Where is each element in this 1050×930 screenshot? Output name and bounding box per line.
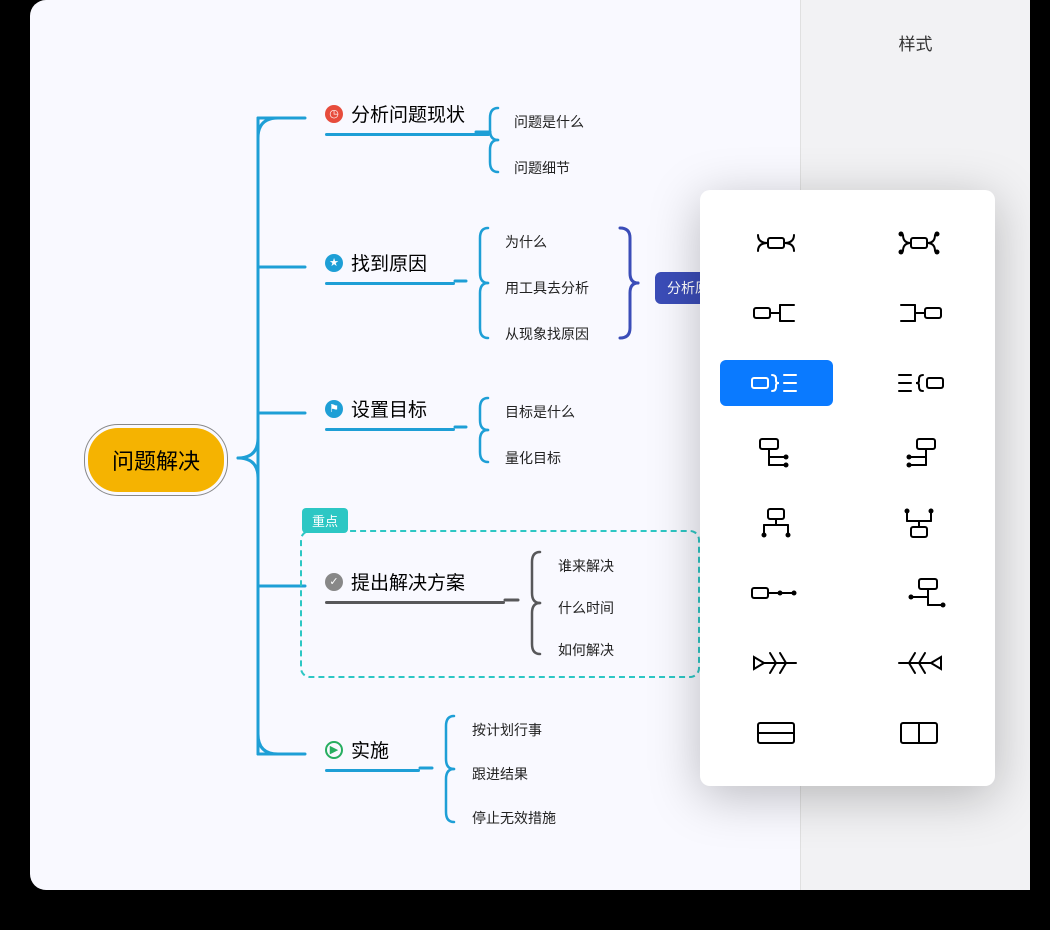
branch-underline xyxy=(325,769,420,772)
leaf-node[interactable]: 从现象找原因 xyxy=(505,324,589,344)
structure-option-tree-down-right[interactable] xyxy=(863,430,976,476)
branch-b1[interactable]: ◷ 分析问题现状 xyxy=(325,100,490,136)
star-icon: ★ xyxy=(325,254,343,272)
structure-option-tree-down-left[interactable] xyxy=(720,430,833,476)
main-canvas: 样式 问题解决 ◷分析问题现状问题是什么问题细节★找到原因为什么用工具去分析从现… xyxy=(30,0,1020,890)
leaf-node[interactable]: 停止无效措施 xyxy=(472,808,556,828)
play-icon: ▶ xyxy=(325,741,343,759)
structure-option-logic-right-lines[interactable] xyxy=(720,290,833,336)
branch-label: 实施 xyxy=(351,736,389,763)
structure-option-logic-right-brace[interactable] xyxy=(720,360,833,406)
leaf-node[interactable]: 量化目标 xyxy=(505,448,561,468)
side-panel-title: 样式 xyxy=(801,0,1030,75)
branch-label: 分析问题现状 xyxy=(351,100,465,127)
flag-icon: ⚑ xyxy=(325,400,343,418)
branch-title[interactable]: ▶ 实施 xyxy=(325,736,420,769)
leaf-node[interactable]: 跟进结果 xyxy=(472,764,528,784)
branch-b2[interactable]: ★ 找到原因 xyxy=(325,249,455,285)
leaf-node[interactable]: 为什么 xyxy=(505,232,547,252)
branch-underline xyxy=(325,428,455,431)
structure-picker-panel xyxy=(700,190,995,786)
branch-b3[interactable]: ⚑ 设置目标 xyxy=(325,395,455,431)
structure-option-matrix-rows[interactable] xyxy=(720,710,833,756)
structure-option-fishbone-right[interactable] xyxy=(863,640,976,686)
structure-option-timeline-right[interactable] xyxy=(720,570,833,616)
boundary-box[interactable]: 重点 xyxy=(300,530,700,678)
boundary-label: 重点 xyxy=(302,508,348,533)
branch-underline xyxy=(325,282,455,285)
structure-option-tree-mixed[interactable] xyxy=(863,570,976,616)
branch-title[interactable]: ⚑ 设置目标 xyxy=(325,395,455,428)
clock-icon: ◷ xyxy=(325,105,343,123)
branch-underline xyxy=(325,133,490,136)
mindmap-area[interactable]: 问题解决 ◷ 分析问题现状 问题是什么问题细节 ★ 找到原因 为什么用工具去分析从现象找原… xyxy=(30,0,790,890)
structure-option-fishbone-left[interactable] xyxy=(720,640,833,686)
leaf-node[interactable]: 按计划行事 xyxy=(472,720,542,740)
leaf-node[interactable]: 用工具去分析 xyxy=(505,278,589,298)
structure-option-logic-biside-dots[interactable] xyxy=(863,220,976,266)
branch-b5[interactable]: ▶ 实施 xyxy=(325,736,420,772)
structure-option-matrix-cols[interactable] xyxy=(863,710,976,756)
structure-option-org-down[interactable] xyxy=(720,500,833,546)
structure-option-logic-left-lines[interactable] xyxy=(863,290,976,336)
structure-option-logic-left-brace[interactable] xyxy=(863,360,976,406)
structure-option-org-up[interactable] xyxy=(863,500,976,546)
branch-label: 设置目标 xyxy=(351,395,427,422)
leaf-node[interactable]: 目标是什么 xyxy=(505,402,575,422)
leaf-node[interactable]: 问题是什么 xyxy=(514,112,584,132)
leaf-node[interactable]: 问题细节 xyxy=(514,158,570,178)
branch-label: 找到原因 xyxy=(351,249,427,276)
branch-title[interactable]: ◷ 分析问题现状 xyxy=(325,100,490,133)
branch-title[interactable]: ★ 找到原因 xyxy=(325,249,455,282)
root-node[interactable]: 问题解决 xyxy=(88,428,224,492)
structure-option-logic-biside[interactable] xyxy=(720,220,833,266)
